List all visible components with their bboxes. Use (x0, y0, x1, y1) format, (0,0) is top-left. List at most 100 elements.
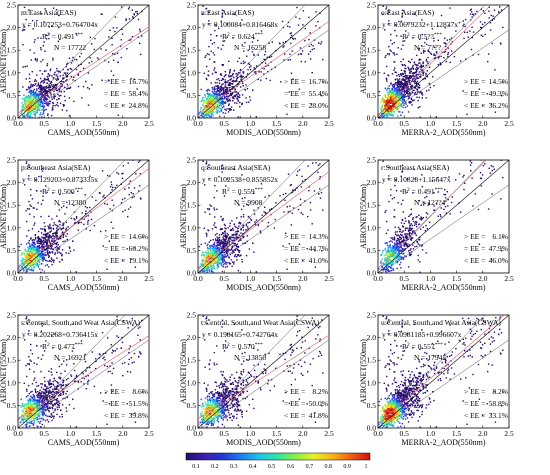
scatter-point (315, 11, 317, 13)
scatter-point (299, 47, 302, 49)
panel-r: 0.00.00.50.51.01.01.51.52.02.02.52.5MERR… (359, 156, 514, 293)
scatter-point (52, 192, 54, 194)
scatter-point (405, 101, 407, 103)
ee-above-value: 16.7% (129, 77, 148, 86)
scatter-point (230, 94, 233, 96)
scatter-point (52, 77, 55, 79)
scatter-point (41, 105, 44, 107)
scatter-point (404, 72, 406, 74)
scatter-point (128, 183, 130, 185)
scatter-point (53, 261, 55, 263)
scatter-point (30, 105, 32, 107)
scatter-point (397, 90, 400, 92)
scatter-point (217, 104, 219, 106)
scatter-point (33, 105, 35, 108)
scatter-point (402, 40, 404, 42)
scatter-point (242, 82, 244, 85)
scatter-point (426, 43, 428, 46)
scatter-point (36, 263, 38, 265)
scatter-point (222, 83, 224, 85)
ee-below-value: 36.2% (489, 101, 508, 110)
scatter-point (215, 91, 218, 93)
scatter-point (420, 67, 423, 69)
scatter-point (29, 115, 31, 117)
scatter-point (48, 33, 50, 35)
scatter-point (402, 77, 404, 80)
scatter-point (400, 175, 402, 177)
scatter-point (93, 48, 96, 51)
scatter-point (229, 100, 231, 102)
scatter-point (217, 84, 219, 87)
scatter-point (472, 13, 474, 15)
ee-below-label: < EE = (284, 256, 305, 265)
scatter-point (501, 95, 503, 97)
scatter-point (402, 88, 404, 91)
scatter-point (399, 95, 401, 97)
scatter-point (225, 261, 227, 263)
scatter-point (396, 75, 398, 77)
scatter-point (443, 51, 445, 53)
scatter-point (386, 80, 388, 82)
scatter-point (226, 254, 229, 257)
scatter-point (281, 20, 284, 23)
scatter-point (36, 257, 38, 260)
scatter-point (89, 206, 91, 209)
scatter-point (34, 83, 37, 85)
scatter-point (218, 82, 221, 84)
scatter-point (114, 30, 116, 33)
scatter-point (201, 112, 203, 115)
scatter-point (211, 253, 213, 255)
scatter-point (312, 156, 313, 157)
scatter-point (484, 21, 486, 24)
scatter-point (73, 204, 75, 207)
scatter-point (388, 93, 390, 96)
scatter-point (397, 86, 399, 89)
scatter-point (232, 80, 235, 82)
scatter-point (46, 82, 48, 84)
scatter-point (397, 92, 400, 94)
scatter-point (225, 228, 227, 230)
scatter-point (37, 87, 40, 90)
scatter-point (235, 245, 238, 247)
x-tick-label: 0.5 (220, 274, 230, 283)
scatter-point (111, 189, 113, 191)
scatter-point (28, 104, 30, 107)
x-tick-label: 2.0 (298, 274, 308, 283)
scatter-point (292, 189, 294, 191)
scatter-point (52, 109, 54, 111)
scatter-point (304, 61, 306, 63)
scatter-point (392, 103, 395, 105)
scatter-point (226, 178, 229, 180)
scatter-point (223, 243, 226, 245)
scatter-point (421, 92, 423, 94)
scatter-point (419, 92, 421, 94)
scatter-point (210, 270, 213, 272)
x-tick-label: 0.5 (40, 274, 50, 283)
scatter-point (216, 236, 218, 238)
scatter-point (310, 43, 312, 46)
scatter-point (44, 240, 46, 242)
scatter-point (63, 205, 65, 207)
scatter-point (221, 102, 223, 104)
scatter-point (32, 207, 34, 209)
scatter-point (33, 102, 35, 105)
scatter-point (245, 255, 248, 257)
scatter-point (42, 86, 44, 88)
scatter-point (106, 268, 108, 270)
scatter-point (32, 28, 34, 30)
scatter-point (40, 92, 42, 94)
scatter-point (209, 213, 211, 215)
scatter-point (44, 86, 46, 88)
scatter-point (239, 271, 241, 273)
ee-below-value: 28.0% (309, 101, 328, 110)
scatter-point (57, 78, 60, 81)
scatter-point (239, 222, 242, 224)
scatter-point (412, 75, 414, 77)
scatter-point (21, 259, 23, 261)
scatter-point (26, 65, 28, 67)
scatter-point (58, 70, 60, 72)
scatter-point (232, 96, 234, 98)
scatter-point (397, 111, 400, 113)
scatter-point (387, 95, 389, 97)
scatter-point (386, 114, 388, 116)
